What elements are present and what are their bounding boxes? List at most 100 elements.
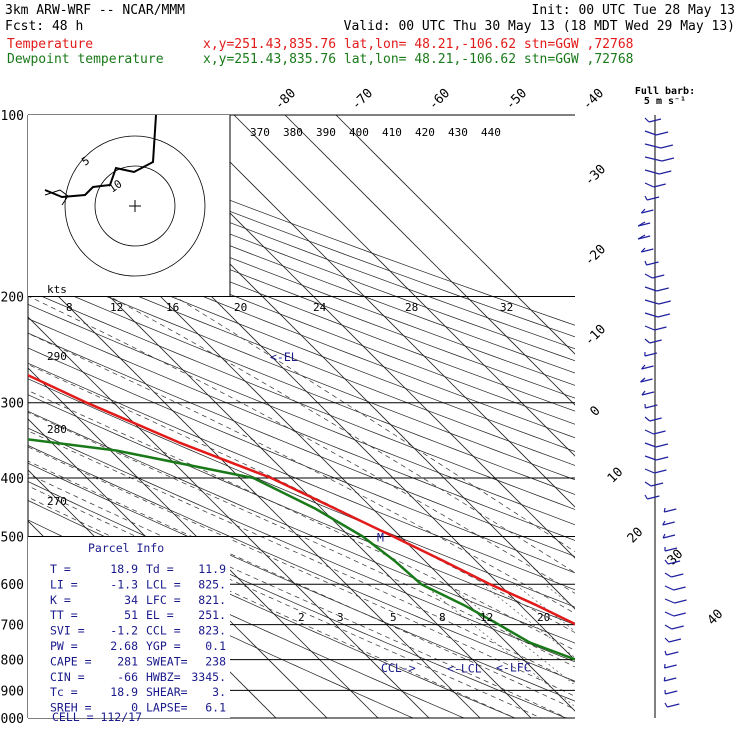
wind-barb-flag xyxy=(658,300,671,305)
dry-adiabat xyxy=(28,290,575,510)
isotherm xyxy=(131,115,575,559)
dry-adiabat xyxy=(28,394,575,626)
theta-label: 400 xyxy=(349,126,369,139)
parcel-value: 11.9 xyxy=(198,562,226,576)
parcel-value: -66 xyxy=(117,670,138,684)
dry-adiabat xyxy=(28,237,575,452)
temperature-tick-label: 0 xyxy=(587,403,603,419)
wind-barb-flag xyxy=(673,612,686,617)
wind-barb-flag xyxy=(640,378,653,383)
mixing-ratio-line xyxy=(482,583,575,659)
init-time: Init: 00 UTC Tue 28 May 13 xyxy=(532,3,736,18)
wind-barb xyxy=(644,299,659,305)
wind-barb xyxy=(664,598,675,604)
melting-annotation: M xyxy=(377,530,384,544)
wind-barb-flag xyxy=(652,274,665,279)
temperature-tick-label: -40 xyxy=(580,86,607,113)
wind-barb-flag xyxy=(664,664,677,669)
pressure-tick-label: 500 xyxy=(1,530,24,545)
wind-barb-flag xyxy=(650,482,664,487)
parcel-label: HWBZ= xyxy=(146,670,181,684)
wind-barb-flag xyxy=(656,287,669,292)
wind-barb-flag xyxy=(662,521,675,526)
forecast-hour: Fcst: 48 h xyxy=(5,19,83,34)
wind-barb xyxy=(644,468,655,474)
isotherm xyxy=(233,115,575,457)
wind-barb xyxy=(644,182,654,188)
wind-barb-flag xyxy=(667,560,681,565)
dry-adiabat xyxy=(28,410,575,644)
wind-barb-flag xyxy=(661,157,675,162)
wind-barbs xyxy=(637,115,687,718)
pressure-tick-label: 600 xyxy=(1,578,24,593)
wind-barb xyxy=(644,260,648,266)
theta-label: 420 xyxy=(415,126,435,139)
moist-adiabat xyxy=(28,496,516,718)
wind-barb xyxy=(664,585,674,591)
parcel-value: 251. xyxy=(198,608,226,622)
wind-barb xyxy=(644,481,652,487)
mixing-ratio-label: 20 xyxy=(537,611,550,624)
dry-adiabat xyxy=(28,318,575,541)
wind-barb-flag xyxy=(656,456,669,461)
moist-adiabat xyxy=(28,332,575,614)
wind-barb xyxy=(664,572,672,578)
temperature-tick-label: -70 xyxy=(349,86,376,113)
temperature-profile xyxy=(28,373,575,626)
wind-barb-flag xyxy=(653,183,666,188)
wind-barb xyxy=(664,650,667,656)
wind-barb xyxy=(644,429,654,435)
dry-adiabat xyxy=(28,362,575,591)
pressure-tick-label: 400 xyxy=(1,472,24,487)
parcel-value: 0 xyxy=(131,701,138,715)
valid-time: Valid: 00 UTC Thu 30 May 13 (18 MDT Wed … xyxy=(344,19,735,34)
parcel-label: YGP = xyxy=(146,639,181,653)
theta-label: 440 xyxy=(481,126,501,139)
dry-adiabat xyxy=(28,303,575,526)
wind-barb xyxy=(644,455,657,461)
dry-adiabat xyxy=(28,347,575,574)
wind-barb-flag xyxy=(659,170,672,175)
sounding-profiles xyxy=(28,373,575,661)
hodograph-ring xyxy=(64,135,206,277)
parcel-label: CCL = xyxy=(146,624,181,638)
moist-adiabat xyxy=(28,485,542,718)
parcel-value: 238 xyxy=(205,654,226,668)
wind-barb xyxy=(644,494,648,500)
wind-barb xyxy=(644,442,657,448)
temperature-tick-label: -10 xyxy=(582,322,609,349)
wind-barb-flag xyxy=(644,352,658,357)
wind-barb xyxy=(644,169,660,175)
wind-barb-flag xyxy=(662,534,676,539)
mixing-ratio-label: 5 xyxy=(390,611,397,624)
parcel-label: LAPSE= xyxy=(146,701,188,715)
parcel-label: CAPE = xyxy=(50,654,92,668)
temperature-station-info: x,y=251.43,835.76 lat,lon= 48.21,-106.62… xyxy=(203,37,633,52)
temperature-tick-label: 10 xyxy=(605,465,627,487)
theta-side-label: 290 xyxy=(47,350,67,363)
wind-barb-flag xyxy=(674,599,687,604)
hodograph-speed-tick: 28 xyxy=(405,301,418,314)
dry-adiabat xyxy=(28,263,575,481)
parcel-value: 3345. xyxy=(191,670,226,684)
wind-barb xyxy=(644,325,655,331)
temperature-tick-label: 40 xyxy=(705,607,727,629)
wind-barb-flag xyxy=(649,417,662,422)
temperature-tick-label: -80 xyxy=(272,86,299,113)
parcel-cell: CELL = 112/17 xyxy=(52,710,142,724)
dry-adiabat xyxy=(28,445,575,682)
moist-adiabat xyxy=(28,460,575,710)
parcel-info-panel: Parcel Info T = 18.9 Td = 11.9 LI = -1.3 LCL =… xyxy=(28,537,230,724)
parcel-label: SREH = xyxy=(50,701,92,715)
dry-adiabat xyxy=(28,212,575,425)
temperature-tick-label: -20 xyxy=(582,242,609,269)
dewpoint-profile xyxy=(28,438,575,661)
parcel-label: SWEAT= xyxy=(146,654,188,668)
dewpoint-station-info: x,y=251.43,835.76 lat,lon= 48.21,-106.62… xyxy=(203,52,633,67)
theta-label: 390 xyxy=(316,126,336,139)
dry-adiabat xyxy=(28,224,575,439)
parcel-value: 825. xyxy=(198,577,226,591)
wind-barb xyxy=(644,117,650,123)
theta-label: 370 xyxy=(250,126,270,139)
moist-adiabat xyxy=(28,411,575,668)
